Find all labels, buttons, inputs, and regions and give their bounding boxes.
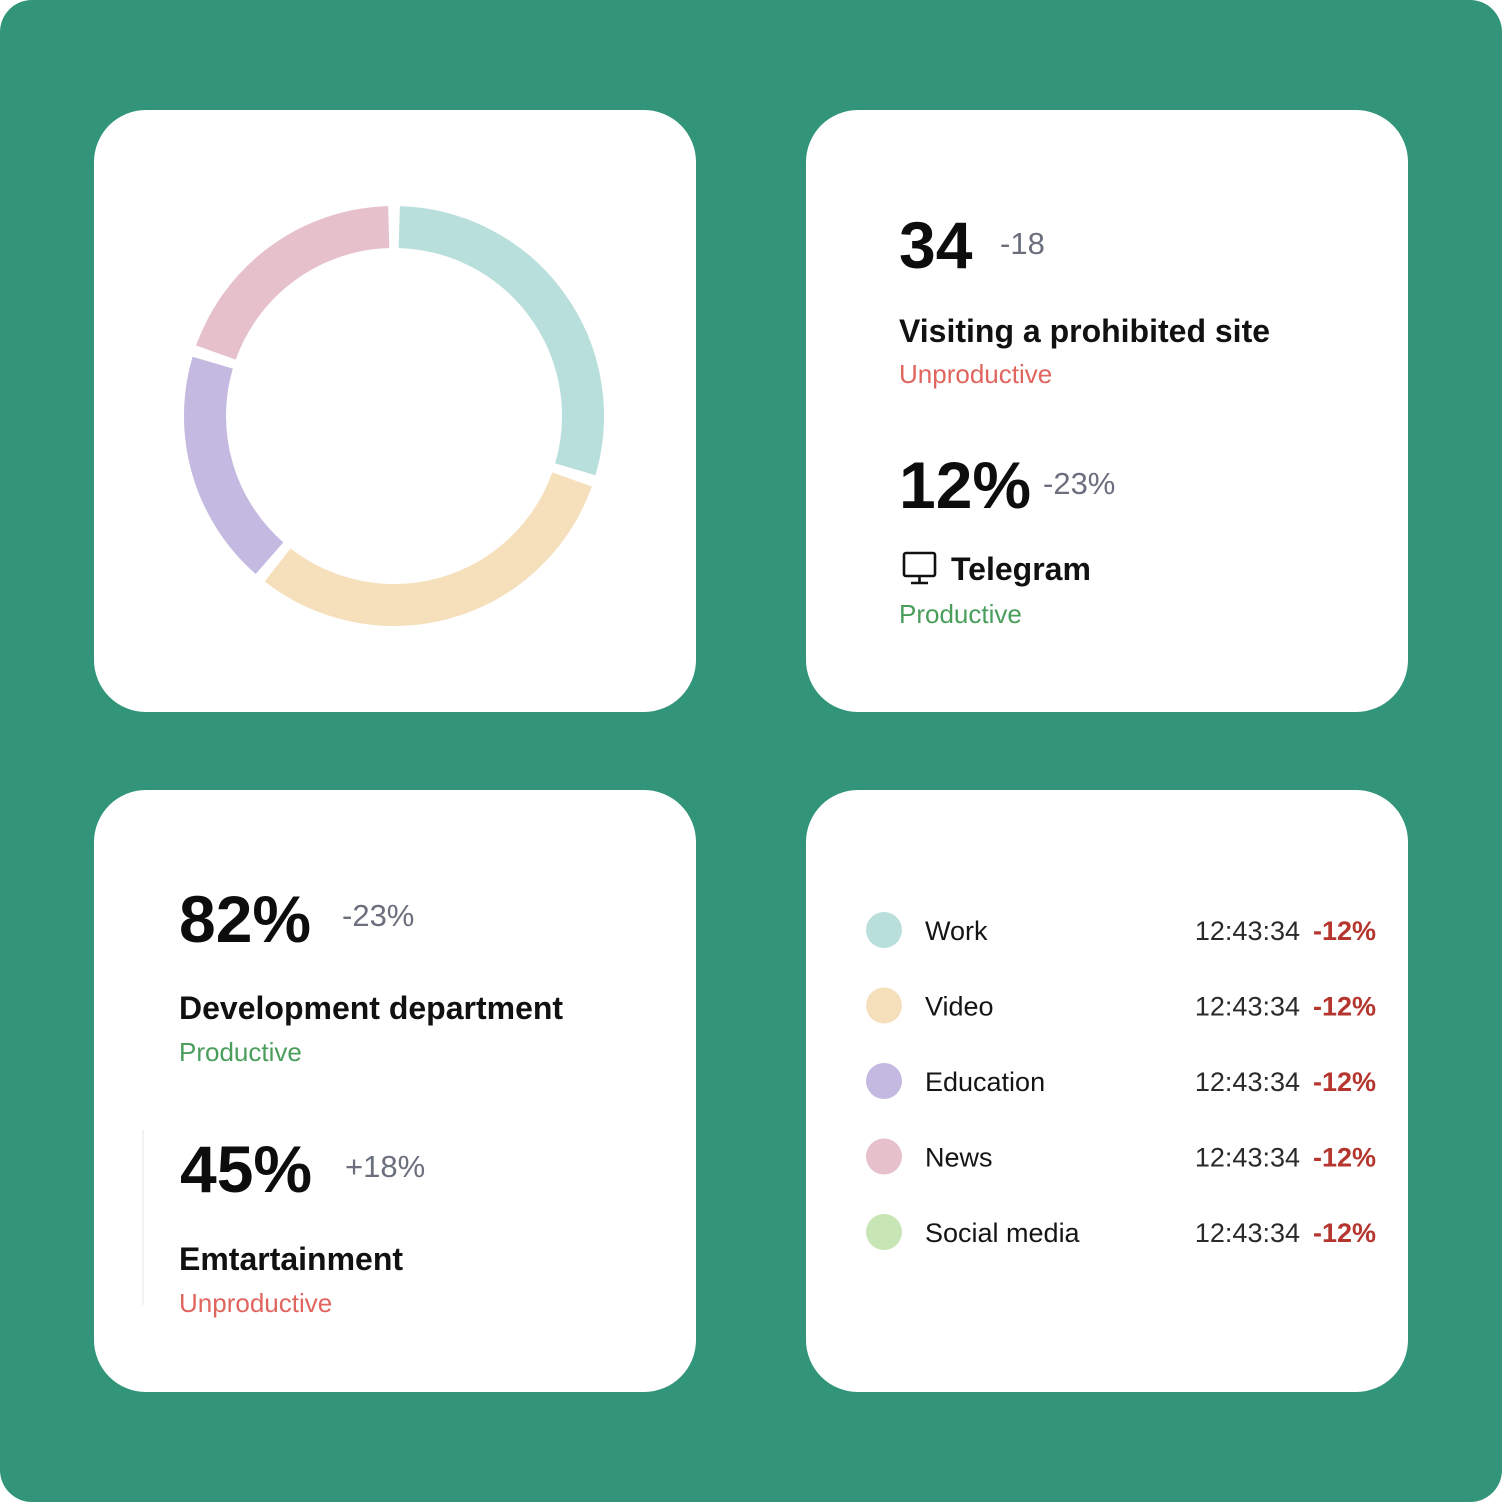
dept-title: Emtartainment — [179, 1241, 403, 1277]
stat-value: 34 — [899, 208, 973, 282]
legend-change: -12% — [1313, 916, 1376, 946]
legend-time: 12:43:34 — [1195, 1067, 1300, 1097]
stat-title: Telegram — [951, 551, 1091, 587]
legend-time: 12:43:34 — [1195, 916, 1300, 946]
donut-segment — [196, 206, 390, 361]
legend-change: -12% — [1313, 1067, 1376, 1097]
stat-status: Unproductive — [899, 359, 1052, 389]
stat-value: 12% — [899, 448, 1031, 522]
legend-name: Work — [925, 916, 988, 946]
legend-dot — [866, 1214, 902, 1250]
department-card — [94, 790, 696, 1392]
legend-dot — [866, 987, 902, 1024]
legend-name: Education — [925, 1067, 1045, 1097]
dept-value: 45% — [180, 1132, 312, 1206]
dept-status: Unproductive — [179, 1288, 332, 1318]
stats-card — [806, 110, 1408, 712]
legend-name: Social media — [925, 1218, 1081, 1248]
dept-title: Development department — [179, 990, 563, 1026]
legend-name: News — [925, 1143, 993, 1173]
legend-change: -12% — [1313, 1218, 1376, 1248]
legend-dot — [866, 1138, 902, 1175]
donut-segment — [398, 206, 604, 476]
stat-delta: -23% — [1043, 466, 1115, 501]
monitor-icon — [902, 551, 937, 585]
donut-segment — [184, 356, 284, 574]
legend-dot — [866, 912, 902, 948]
legend-time: 12:43:34 — [1195, 1218, 1300, 1248]
legend-time: 12:43:34 — [1195, 992, 1300, 1022]
dept-delta: +18% — [345, 1149, 425, 1184]
legend-time: 12:43:34 — [1195, 1143, 1300, 1173]
dept-delta: -23% — [342, 898, 414, 933]
dept-value: 82% — [179, 882, 311, 956]
dept-status: Productive — [179, 1037, 302, 1067]
legend-card — [806, 790, 1408, 1392]
stat-title: Visiting a prohibited site — [899, 313, 1270, 349]
stat-status: Productive — [899, 599, 1022, 629]
legend-dot — [866, 1063, 902, 1099]
stat-delta: -18 — [1000, 226, 1045, 261]
donut-segment — [264, 472, 592, 626]
legend-change: -12% — [1313, 1143, 1376, 1173]
legend-change: -12% — [1313, 992, 1376, 1022]
legend-name: Video — [925, 992, 994, 1022]
